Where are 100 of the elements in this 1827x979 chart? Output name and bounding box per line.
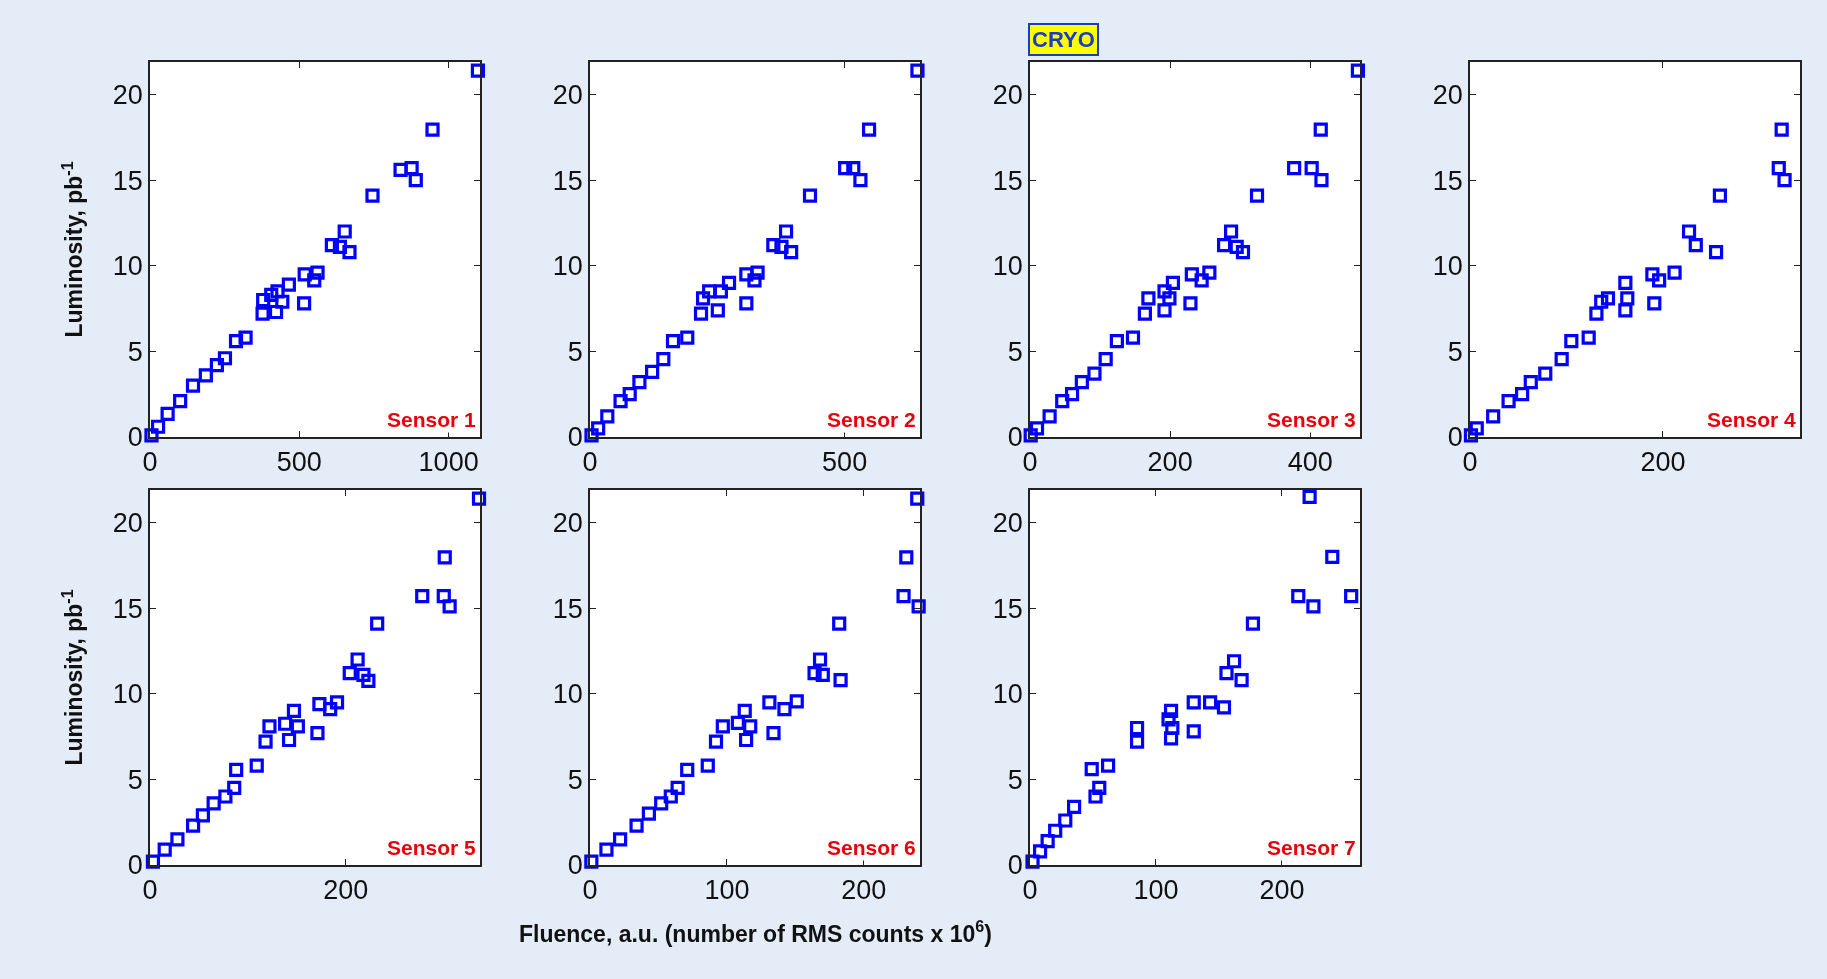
point [600, 409, 615, 424]
point [365, 188, 380, 203]
point [1647, 296, 1662, 311]
y-tick-label: 0 [127, 422, 143, 453]
point [1554, 351, 1569, 367]
point [1589, 306, 1604, 321]
point [1223, 224, 1239, 239]
point [350, 652, 365, 667]
y-tick-label: 0 [567, 850, 583, 881]
point [739, 267, 754, 282]
point [680, 330, 695, 345]
point [1314, 173, 1329, 188]
point [1313, 122, 1328, 137]
point [275, 294, 290, 309]
point [1777, 173, 1792, 188]
point [198, 368, 213, 383]
point [1125, 330, 1141, 345]
point [1186, 695, 1201, 710]
point [1771, 161, 1786, 176]
point [1618, 275, 1633, 290]
point [695, 291, 711, 306]
point [743, 719, 758, 734]
point [238, 330, 253, 345]
point [1032, 844, 1048, 859]
point [1202, 265, 1217, 280]
point [708, 734, 724, 749]
point [255, 306, 270, 321]
x-tick-label: 200 [1259, 875, 1305, 906]
point [290, 719, 305, 734]
annotation: Sensor 3 [1267, 408, 1356, 431]
point [1620, 291, 1635, 306]
point [654, 796, 669, 811]
point [1652, 273, 1667, 288]
point [185, 378, 201, 393]
point [144, 428, 159, 443]
point [1564, 334, 1579, 349]
point [342, 666, 357, 681]
point [173, 393, 188, 409]
point [1291, 589, 1306, 604]
point [157, 842, 172, 857]
point [1229, 239, 1244, 255]
point [713, 284, 728, 299]
point [262, 719, 277, 734]
point [1774, 122, 1789, 137]
point [185, 818, 201, 833]
point [1183, 296, 1198, 311]
point [471, 491, 487, 506]
point [1708, 244, 1724, 260]
y-tick-label: 10 [552, 251, 583, 282]
point [145, 854, 161, 869]
point [1029, 421, 1045, 436]
point [1055, 393, 1070, 409]
point [1538, 366, 1553, 381]
point [195, 808, 210, 823]
point [899, 550, 914, 565]
point [1129, 734, 1145, 749]
point [415, 589, 430, 604]
point [910, 491, 925, 506]
point [437, 550, 452, 565]
y-tick-label: 5 [127, 764, 143, 795]
point [1325, 549, 1340, 564]
point [641, 806, 656, 821]
x-tick-label: 1000 [418, 447, 479, 478]
y-tick-label: 20 [112, 79, 143, 110]
point [1129, 720, 1145, 736]
point [1157, 303, 1172, 318]
point [665, 334, 681, 349]
y-tick-label: 15 [112, 165, 143, 196]
point [1667, 265, 1682, 280]
point [730, 715, 745, 730]
point [356, 667, 371, 683]
point [1186, 724, 1201, 739]
point [846, 161, 861, 176]
annotation: Sensor 6 [827, 836, 916, 859]
point [802, 188, 818, 203]
y-tick-label: 10 [992, 251, 1023, 282]
y-tick-label: 0 [127, 850, 143, 881]
point [1098, 351, 1113, 367]
point [715, 719, 730, 734]
y-tick-label: 15 [552, 165, 583, 196]
point [286, 703, 302, 718]
point [1157, 284, 1172, 299]
point [1594, 294, 1609, 309]
x-tick-label: 200 [841, 875, 887, 906]
point [910, 63, 925, 78]
point [393, 162, 408, 177]
x-tick-label: 200 [1147, 447, 1193, 478]
y-tick-label: 5 [127, 336, 143, 367]
point [1141, 291, 1156, 306]
point [584, 428, 599, 443]
point [584, 854, 599, 869]
point [1087, 366, 1102, 381]
y-tick-label: 0 [1007, 422, 1023, 453]
point [206, 796, 221, 811]
point [1344, 589, 1359, 604]
point [1523, 375, 1538, 390]
point [1235, 244, 1251, 260]
x-tick-label: 100 [704, 875, 750, 906]
point [599, 842, 614, 857]
point [337, 224, 352, 239]
